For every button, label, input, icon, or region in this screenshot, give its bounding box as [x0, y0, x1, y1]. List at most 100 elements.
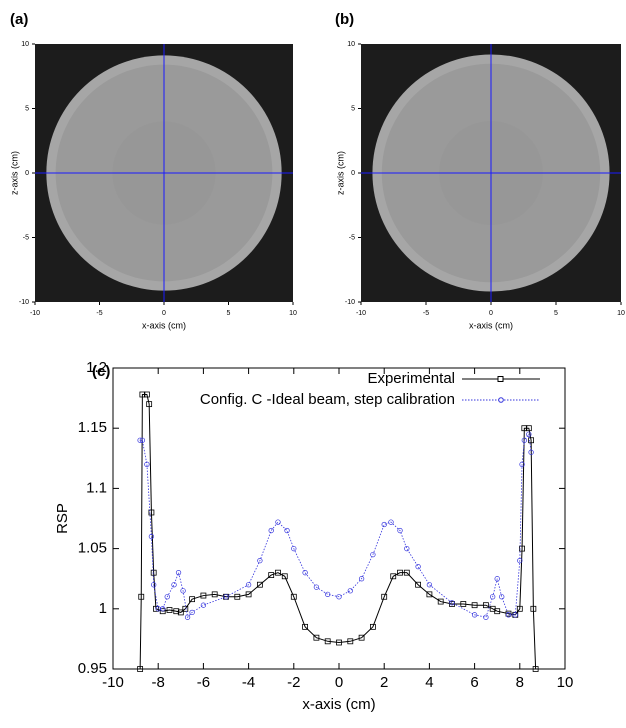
data-point [494, 576, 500, 582]
data-point [137, 666, 144, 672]
x-tick-label: 4 [425, 674, 433, 691]
x-tick-label: 8 [516, 674, 524, 691]
data-point [490, 594, 496, 600]
x-tick-label: 10 [289, 310, 297, 317]
legend-marker [498, 397, 504, 403]
data-point [505, 612, 512, 618]
data-point [302, 570, 308, 576]
x-tick-label: -6 [197, 674, 210, 691]
data-point [369, 623, 376, 630]
data-point [151, 582, 157, 588]
y-tick-label: -5 [23, 234, 29, 241]
data-point [177, 609, 184, 616]
data-point [494, 608, 501, 615]
data-point [460, 601, 467, 607]
x-axis-label: x-axis (cm) [469, 320, 513, 330]
y-tick-label: 0.95 [78, 660, 107, 677]
y-tick-label: 0 [25, 170, 29, 177]
legend-marker [497, 376, 504, 382]
data-point [164, 594, 170, 600]
data-point [521, 425, 528, 432]
data-point [290, 593, 297, 600]
data-point [528, 437, 534, 444]
y-tick-label: 1.1 [86, 479, 107, 496]
y-tick-label: 5 [25, 105, 29, 112]
data-point [189, 609, 195, 616]
data-point [505, 610, 512, 617]
data-point [415, 564, 421, 570]
data-point [437, 598, 444, 605]
data-point [403, 569, 410, 576]
data-point [173, 608, 180, 615]
panel-label: (a) [10, 11, 28, 28]
series-line [139, 393, 537, 670]
data-point [390, 573, 397, 580]
data-point [139, 391, 146, 398]
data-point [171, 582, 177, 588]
data-point [471, 612, 478, 618]
data-point [415, 581, 422, 588]
data-point [381, 521, 387, 528]
x-tick-label: 2 [380, 674, 388, 691]
y-axis-label: RSP [54, 503, 71, 534]
data-point [526, 431, 532, 437]
data-point [245, 582, 252, 588]
data-point [184, 614, 191, 620]
data-point [358, 634, 365, 641]
y-tick-label: 0 [351, 170, 355, 177]
x-tick-label: 0 [162, 310, 166, 317]
x-tick-label: -8 [152, 674, 165, 691]
data-point [499, 594, 505, 600]
data-point [426, 582, 433, 588]
y-axis-label: z-axis (cm) [9, 151, 19, 195]
data-point [483, 614, 489, 620]
x-tick-label: -2 [287, 674, 300, 691]
data-point [200, 602, 207, 608]
x-tick-label: -10 [30, 310, 40, 317]
x-tick-label: -10 [356, 310, 366, 317]
data-point [426, 591, 433, 598]
data-point [324, 638, 331, 645]
y-tick-label: 10 [21, 41, 29, 48]
y-tick-label: 1.15 [78, 419, 107, 436]
x-tick-label: 5 [227, 310, 231, 317]
x-axis-label: x-axis (cm) [302, 696, 375, 713]
data-point [284, 527, 290, 534]
data-point [519, 545, 525, 552]
data-point [347, 638, 354, 645]
data-point [291, 545, 297, 552]
data-point [245, 591, 252, 598]
data-point [532, 666, 539, 672]
data-point [211, 591, 218, 598]
data-point [223, 594, 229, 600]
x-tick-label: 6 [470, 674, 478, 691]
x-tick-label: 5 [554, 310, 558, 317]
data-point [471, 602, 478, 609]
y-tick-label: 1.2 [86, 359, 107, 376]
data-point [159, 608, 166, 615]
data-point [256, 581, 263, 588]
data-point [148, 533, 155, 540]
data-point [281, 573, 288, 580]
data-point [313, 584, 320, 590]
legend-label: Config. C -Ideal beam, step calibration [200, 391, 455, 408]
data-point [358, 576, 365, 582]
data-point [325, 591, 331, 598]
data-point [388, 519, 394, 525]
data-point [175, 570, 182, 576]
data-point [517, 557, 523, 564]
data-point [148, 509, 155, 516]
data-point [381, 593, 388, 600]
x-tick-label: 0 [489, 310, 493, 317]
data-point [144, 461, 150, 467]
data-point [370, 551, 376, 558]
data-point [275, 569, 281, 576]
legend-label: Experimental [367, 370, 455, 387]
data-point [234, 593, 241, 600]
panel-label: (b) [335, 11, 354, 28]
y-tick-label: 10 [347, 41, 355, 48]
x-tick-label: 10 [617, 310, 625, 317]
y-tick-label: -10 [345, 299, 355, 306]
series-line [140, 433, 532, 619]
data-point [302, 623, 309, 630]
